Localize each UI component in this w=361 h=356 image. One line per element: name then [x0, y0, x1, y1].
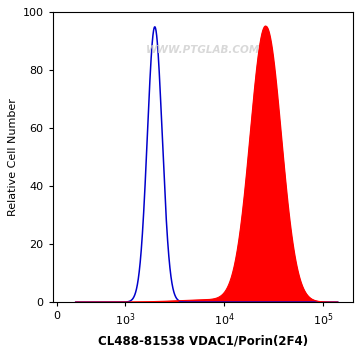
Text: WWW.PTGLAB.COM: WWW.PTGLAB.COM: [145, 45, 260, 55]
X-axis label: CL488-81538 VDAC1/Porin(2F4): CL488-81538 VDAC1/Porin(2F4): [97, 335, 308, 348]
Y-axis label: Relative Cell Number: Relative Cell Number: [8, 98, 18, 216]
